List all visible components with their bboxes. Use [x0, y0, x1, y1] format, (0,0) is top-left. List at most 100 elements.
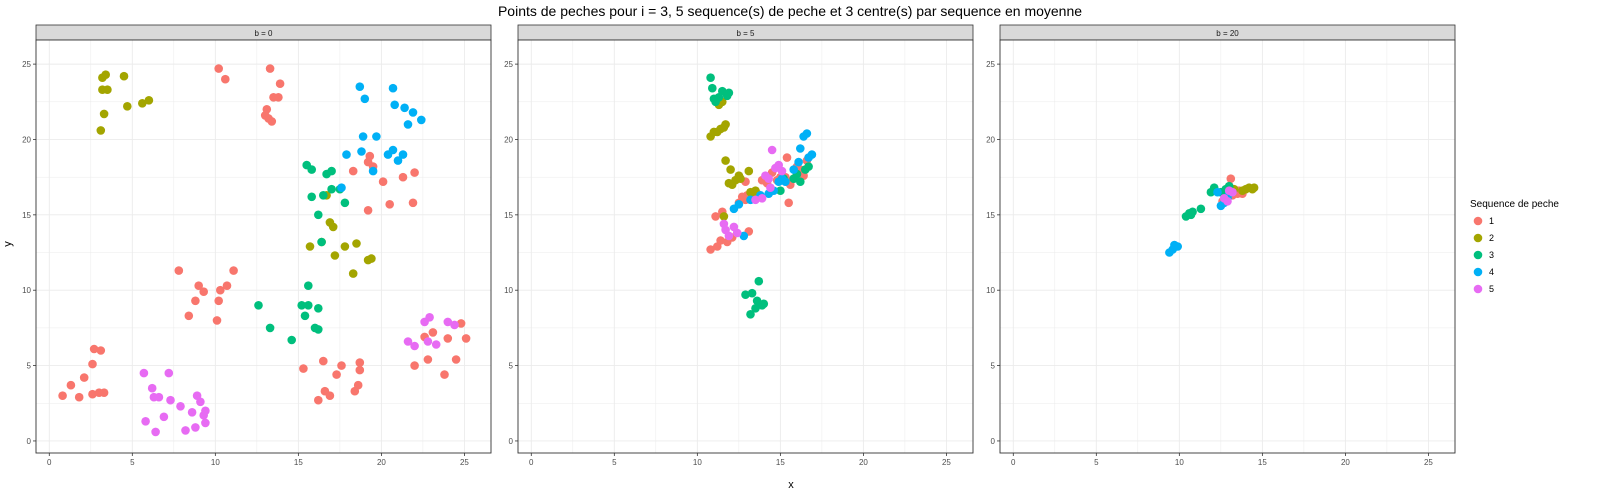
data-point	[360, 94, 370, 104]
data-point	[1173, 242, 1182, 251]
data-point	[443, 334, 453, 343]
data-point	[746, 310, 755, 319]
data-point	[328, 222, 338, 232]
data-point	[410, 341, 419, 351]
panel-border	[517, 39, 974, 454]
data-point	[372, 132, 381, 141]
data-point	[317, 237, 326, 247]
x-tick-label: 15	[1258, 458, 1267, 467]
data-point	[708, 83, 717, 93]
data-point	[410, 361, 419, 370]
data-point	[461, 334, 471, 343]
data-point	[348, 269, 358, 278]
data-point	[287, 335, 297, 345]
data-point	[721, 156, 730, 165]
data-point	[1249, 183, 1259, 192]
data-point	[147, 383, 157, 393]
data-point	[314, 325, 323, 334]
data-point	[319, 356, 328, 366]
data-point	[706, 245, 715, 254]
legend-entry-label: 1	[1489, 216, 1494, 226]
panel-border	[999, 39, 1456, 454]
data-point	[451, 355, 461, 364]
data-point	[275, 79, 285, 88]
y-axis-title: y	[2, 241, 14, 247]
data-point	[348, 166, 358, 176]
data-point	[796, 144, 805, 153]
facet-panel: b = 5 0 5 10 15 20 25 0 5 10 15 20 25	[504, 24, 974, 467]
data-point	[388, 145, 398, 155]
x-tick-label: 0	[529, 458, 534, 467]
y-tick-label: 20	[504, 135, 513, 144]
data-point	[229, 266, 238, 275]
data-point	[751, 195, 760, 205]
data-point	[357, 147, 366, 156]
data-point	[319, 191, 328, 200]
data-point	[123, 102, 132, 111]
y-tick-label: 25	[986, 60, 995, 69]
y-tick-label: 10	[504, 286, 513, 295]
data-point	[1188, 207, 1197, 217]
legend: Sequence de peche 1 2 3 4 5	[1470, 199, 1559, 294]
data-point	[739, 231, 749, 241]
data-point	[103, 85, 112, 94]
data-point	[174, 266, 184, 275]
data-point	[385, 200, 395, 209]
data-point	[74, 392, 84, 402]
data-point	[151, 427, 160, 437]
legend-key	[1473, 267, 1483, 277]
y-tick-label: 25	[504, 60, 513, 69]
y-tick-label: 10	[22, 286, 31, 295]
data-point	[417, 115, 426, 125]
data-point	[314, 210, 323, 220]
data-point	[390, 100, 400, 110]
data-point	[1223, 197, 1232, 206]
x-tick-label: 10	[693, 458, 702, 467]
data-point	[425, 313, 434, 322]
data-point	[79, 373, 89, 382]
data-point	[754, 276, 764, 286]
data-point	[96, 126, 106, 135]
data-point	[443, 317, 453, 327]
y-tick-label: 5	[27, 362, 32, 371]
x-tick-label: 5	[1094, 458, 1099, 467]
legend-key	[1473, 250, 1483, 260]
data-point	[337, 361, 346, 370]
data-point	[164, 368, 174, 378]
y-tick-label: 20	[986, 135, 995, 144]
data-point	[342, 150, 351, 159]
data-point	[101, 70, 110, 79]
x-tick-label: 10	[1175, 458, 1184, 467]
data-point	[804, 162, 813, 171]
data-point	[767, 145, 777, 155]
data-point	[736, 174, 745, 183]
data-point	[378, 177, 388, 186]
data-point	[325, 391, 335, 401]
data-point	[719, 212, 729, 221]
data-point	[159, 412, 169, 422]
data-point	[456, 319, 466, 328]
data-point	[796, 177, 805, 186]
data-point	[96, 346, 106, 355]
data-point	[367, 254, 376, 263]
data-point	[358, 132, 368, 141]
legend-entry-label: 5	[1489, 284, 1494, 294]
data-point	[300, 311, 310, 321]
x-tick-label: 25	[1424, 458, 1433, 467]
data-point	[410, 168, 419, 177]
data-point	[403, 337, 413, 346]
data-point	[807, 150, 817, 159]
plot-area	[1000, 40, 1455, 453]
data-point	[777, 166, 787, 176]
data-point	[744, 166, 754, 176]
legend-entry-label: 2	[1489, 233, 1494, 243]
data-point	[214, 64, 223, 73]
data-point	[314, 304, 323, 313]
data-point	[393, 156, 403, 165]
data-point	[408, 108, 418, 117]
data-point	[340, 242, 350, 251]
data-point	[307, 192, 317, 202]
data-point	[1213, 187, 1222, 197]
data-point	[212, 316, 222, 325]
x-tick-label: 20	[377, 458, 386, 467]
